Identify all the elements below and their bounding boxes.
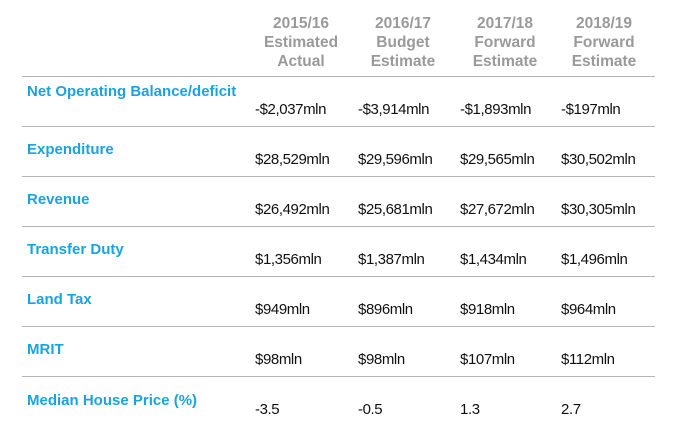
cell-value: $1,434mln <box>460 251 527 268</box>
cell-value: -$1,893mln <box>460 101 532 118</box>
column-header-line: Estimate <box>571 53 637 70</box>
table-row: Land Tax $949mln $896mln $918mln $964mln <box>22 276 655 326</box>
table-row: Net Operating Balance/deficit -$2,037mln… <box>22 76 655 126</box>
row-label: MRIT <box>27 341 64 358</box>
cell-value: $26,492mln <box>255 201 330 218</box>
table-row: Transfer Duty $1,356mln $1,387mln $1,434… <box>22 226 655 276</box>
row-label: Transfer Duty <box>27 241 124 258</box>
cell-value: $1,387mln <box>358 251 425 268</box>
cell-value: 2.7 <box>561 401 581 418</box>
row-label: Expenditure <box>27 141 114 158</box>
cell-value: $949mln <box>255 301 310 318</box>
row-divider <box>22 176 655 177</box>
row-divider <box>22 376 655 377</box>
cell-value: $30,305mln <box>561 201 636 218</box>
column-header-2015-16: 2015/16 Estimated Actual <box>251 14 351 71</box>
row-divider <box>22 76 655 77</box>
row-label: Revenue <box>27 191 90 208</box>
column-header-2016-17: 2016/17 Budget Estimate <box>353 14 453 71</box>
column-header-line: Budget <box>376 34 430 51</box>
row-label: Median House Price (%) <box>27 392 198 409</box>
column-header-line: Forward <box>573 34 635 51</box>
cell-value: $107mln <box>460 351 515 368</box>
row-label: Net Operating Balance/deficit <box>27 83 237 100</box>
cell-value: $964mln <box>561 301 616 318</box>
cell-value: $918mln <box>460 301 515 318</box>
row-divider <box>22 276 655 277</box>
cell-value: $30,502mln <box>561 151 636 168</box>
cell-value: -$3,914mln <box>358 101 430 118</box>
cell-value: -3.5 <box>255 401 280 418</box>
column-header-line: Estimate <box>370 53 436 70</box>
table-row: Revenue $26,492mln $25,681mln $27,672mln… <box>22 176 655 226</box>
cell-value: $27,672mln <box>460 201 535 218</box>
cell-value: -$197mln <box>561 101 621 118</box>
cell-value: $112mln <box>561 351 615 368</box>
row-divider <box>22 126 655 127</box>
cell-value: $1,356mln <box>255 251 322 268</box>
cell-value: $29,565mln <box>460 151 535 168</box>
row-divider <box>22 326 655 327</box>
column-header-line: Forward <box>474 34 536 51</box>
column-header-line: 2018/19 <box>575 15 633 32</box>
column-header-line: 2015/16 <box>272 15 330 32</box>
row-divider <box>22 226 655 227</box>
column-header-2017-18: 2017/18 Forward Estimate <box>455 14 555 71</box>
cell-value: $98mln <box>358 351 405 368</box>
column-header-line: Actual <box>277 53 325 70</box>
cell-value: $25,681mln <box>358 201 433 218</box>
cell-value: $28,529mln <box>255 151 330 168</box>
cell-value: -$2,037mln <box>255 101 327 118</box>
row-label: Land Tax <box>27 291 92 308</box>
cell-value: -0.5 <box>358 401 383 418</box>
column-header-line: Estimated <box>263 34 339 51</box>
cell-value: $1,496mln <box>561 251 628 268</box>
cell-value: $29,596mln <box>358 151 433 168</box>
cell-value: 1.3 <box>460 401 480 418</box>
table-row: MRIT $98mln $98mln $107mln $112mln <box>22 326 655 376</box>
column-header-line: 2017/18 <box>476 15 534 32</box>
table-row: Expenditure $28,529mln $29,596mln $29,56… <box>22 126 655 176</box>
column-header-2018-19: 2018/19 Forward Estimate <box>554 14 654 71</box>
cell-value: $896mln <box>358 301 413 318</box>
cell-value: $98mln <box>255 351 302 368</box>
column-header-line: 2016/17 <box>374 15 432 32</box>
table-row: Median House Price (%) -3.5 -0.5 1.3 2.7 <box>22 376 655 426</box>
column-header-line: Estimate <box>472 53 538 70</box>
